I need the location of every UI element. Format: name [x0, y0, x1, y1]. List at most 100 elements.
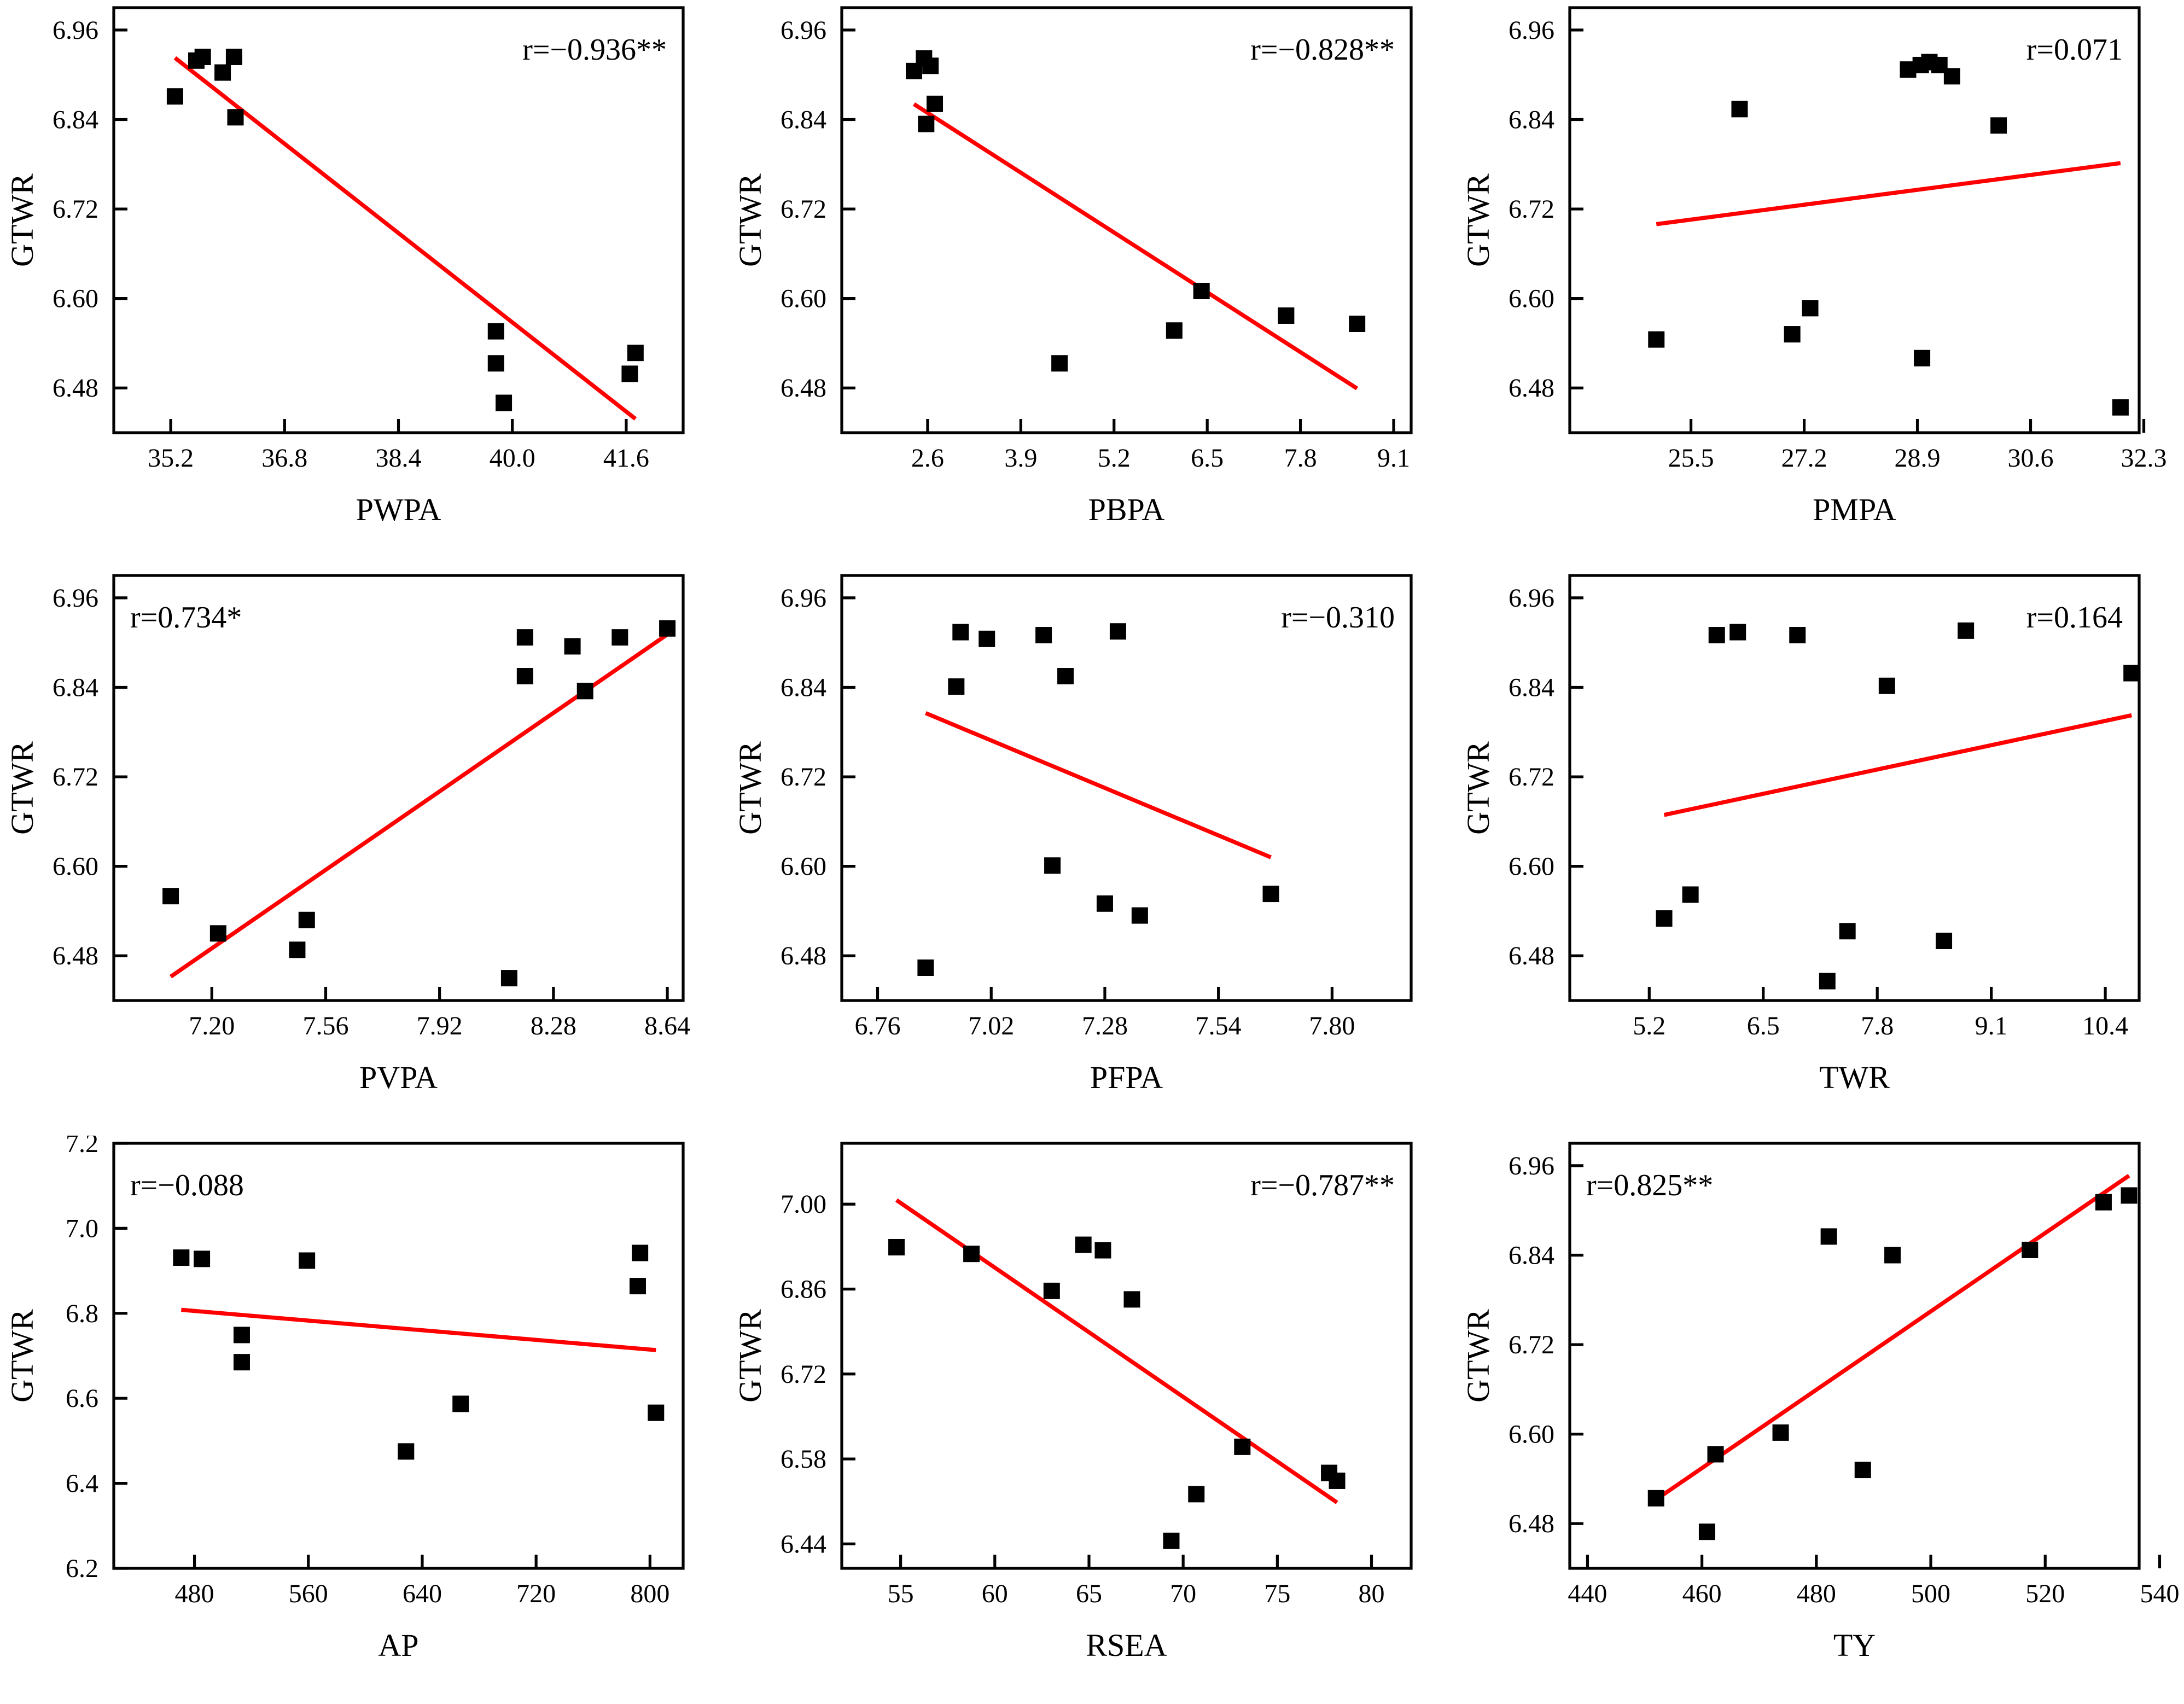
- svg-text:6.72: 6.72: [781, 1360, 826, 1389]
- svg-text:7.80: 7.80: [1309, 1011, 1355, 1040]
- svg-text:41.6: 41.6: [603, 444, 649, 473]
- svg-text:6.48: 6.48: [1509, 374, 1554, 403]
- svg-text:30.6: 30.6: [2008, 444, 2054, 473]
- svg-text:6.84: 6.84: [1509, 1241, 1554, 1270]
- svg-text:TWR: TWR: [1819, 1060, 1890, 1095]
- svg-text:GTWR: GTWR: [732, 1309, 768, 1403]
- svg-text:2.6: 2.6: [911, 444, 944, 473]
- svg-text:480: 480: [1797, 1579, 1836, 1608]
- svg-text:7.8: 7.8: [1284, 444, 1317, 473]
- svg-text:60: 60: [982, 1579, 1008, 1608]
- svg-text:6.8: 6.8: [66, 1299, 98, 1328]
- svg-text:480: 480: [175, 1579, 214, 1608]
- svg-text:r=0.071: r=0.071: [2026, 33, 2123, 67]
- svg-text:8.64: 8.64: [644, 1011, 690, 1040]
- svg-text:6.48: 6.48: [781, 941, 826, 970]
- svg-text:460: 460: [1682, 1579, 1722, 1608]
- svg-text:PBPA: PBPA: [1088, 492, 1165, 527]
- svg-text:6.96: 6.96: [1509, 1151, 1554, 1180]
- svg-text:6.60: 6.60: [1509, 284, 1554, 313]
- svg-text:6.44: 6.44: [781, 1529, 826, 1558]
- svg-text:6.96: 6.96: [53, 584, 98, 613]
- svg-text:6.48: 6.48: [1509, 1509, 1554, 1538]
- svg-text:6.5: 6.5: [1747, 1011, 1780, 1040]
- svg-text:6.60: 6.60: [1509, 1420, 1554, 1449]
- svg-text:7.8: 7.8: [1861, 1011, 1894, 1040]
- svg-text:r=−0.088: r=−0.088: [130, 1168, 244, 1202]
- svg-text:PVPA: PVPA: [359, 1060, 438, 1095]
- svg-text:PWPA: PWPA: [356, 492, 441, 527]
- svg-text:6.84: 6.84: [53, 673, 98, 702]
- svg-text:6.5: 6.5: [1191, 444, 1224, 473]
- svg-text:PMPA: PMPA: [1813, 492, 1896, 527]
- svg-text:6.72: 6.72: [781, 195, 826, 224]
- svg-text:6.60: 6.60: [781, 284, 826, 313]
- svg-text:6.60: 6.60: [1509, 852, 1554, 881]
- svg-text:7.2: 7.2: [66, 1136, 98, 1158]
- svg-text:GTWR: GTWR: [732, 173, 768, 267]
- svg-text:7.0: 7.0: [66, 1214, 98, 1243]
- svg-text:6.4: 6.4: [66, 1469, 98, 1498]
- svg-text:560: 560: [289, 1579, 328, 1608]
- svg-text:6.48: 6.48: [53, 941, 98, 970]
- svg-text:6.72: 6.72: [53, 763, 98, 792]
- svg-text:75: 75: [1264, 1579, 1290, 1608]
- svg-text:r=−0.936**: r=−0.936**: [522, 33, 667, 67]
- svg-text:7.00: 7.00: [781, 1190, 826, 1219]
- svg-text:r=0.164: r=0.164: [2026, 601, 2123, 635]
- svg-text:6.58: 6.58: [781, 1445, 826, 1474]
- svg-text:32.3: 32.3: [2121, 444, 2167, 473]
- svg-text:r=−0.310: r=−0.310: [1281, 601, 1395, 635]
- svg-text:7.20: 7.20: [189, 1011, 235, 1040]
- svg-text:6.86: 6.86: [781, 1275, 826, 1304]
- svg-text:6.60: 6.60: [781, 852, 826, 881]
- svg-text:500: 500: [1911, 1579, 1950, 1608]
- svg-text:6.48: 6.48: [781, 374, 826, 403]
- svg-text:6.72: 6.72: [781, 763, 826, 792]
- svg-text:PFPA: PFPA: [1090, 1060, 1163, 1095]
- svg-text:6.72: 6.72: [1509, 195, 1554, 224]
- svg-text:6.60: 6.60: [53, 284, 98, 313]
- svg-text:TY: TY: [1833, 1627, 1876, 1663]
- svg-text:25.5: 25.5: [1668, 444, 1714, 473]
- svg-text:r=−0.787**: r=−0.787**: [1250, 1168, 1395, 1202]
- svg-text:80: 80: [1359, 1579, 1385, 1608]
- svg-text:r=−0.828**: r=−0.828**: [1250, 33, 1395, 67]
- svg-text:6.96: 6.96: [53, 16, 98, 45]
- svg-text:6.96: 6.96: [1509, 584, 1554, 613]
- svg-text:GTWR: GTWR: [1460, 1309, 1496, 1403]
- svg-text:36.8: 36.8: [261, 444, 307, 473]
- svg-text:7.02: 7.02: [968, 1011, 1014, 1040]
- svg-text:7.92: 7.92: [417, 1011, 463, 1040]
- svg-text:7.56: 7.56: [302, 1011, 348, 1040]
- svg-text:6.84: 6.84: [1509, 105, 1554, 134]
- svg-text:RSEA: RSEA: [1086, 1627, 1167, 1663]
- svg-text:5.2: 5.2: [1098, 444, 1131, 473]
- svg-text:6.76: 6.76: [855, 1011, 901, 1040]
- svg-text:GTWR: GTWR: [1460, 741, 1496, 835]
- svg-text:520: 520: [2025, 1579, 2065, 1608]
- svg-text:27.2: 27.2: [1781, 444, 1827, 473]
- svg-text:6.84: 6.84: [1509, 673, 1554, 702]
- svg-text:55: 55: [888, 1579, 914, 1608]
- svg-text:6.60: 6.60: [53, 852, 98, 881]
- svg-text:AP: AP: [378, 1627, 418, 1663]
- svg-text:GTWR: GTWR: [4, 741, 40, 835]
- svg-text:6.72: 6.72: [1509, 1330, 1554, 1359]
- svg-text:6.84: 6.84: [53, 105, 98, 134]
- svg-text:38.4: 38.4: [376, 444, 422, 473]
- svg-text:7.28: 7.28: [1082, 1011, 1128, 1040]
- svg-text:800: 800: [630, 1579, 669, 1608]
- svg-text:6.2: 6.2: [66, 1554, 98, 1583]
- svg-text:10.4: 10.4: [2082, 1011, 2128, 1040]
- svg-text:6.72: 6.72: [53, 195, 98, 224]
- svg-text:28.9: 28.9: [1895, 444, 1941, 473]
- svg-text:GTWR: GTWR: [4, 1309, 40, 1403]
- svg-text:r=0.734*: r=0.734*: [130, 601, 242, 635]
- svg-text:6.96: 6.96: [781, 16, 826, 45]
- svg-text:6.72: 6.72: [1509, 763, 1554, 792]
- svg-text:5.2: 5.2: [1633, 1011, 1665, 1040]
- svg-text:720: 720: [516, 1579, 556, 1608]
- svg-text:6.48: 6.48: [53, 374, 98, 403]
- svg-text:540: 540: [2140, 1579, 2179, 1608]
